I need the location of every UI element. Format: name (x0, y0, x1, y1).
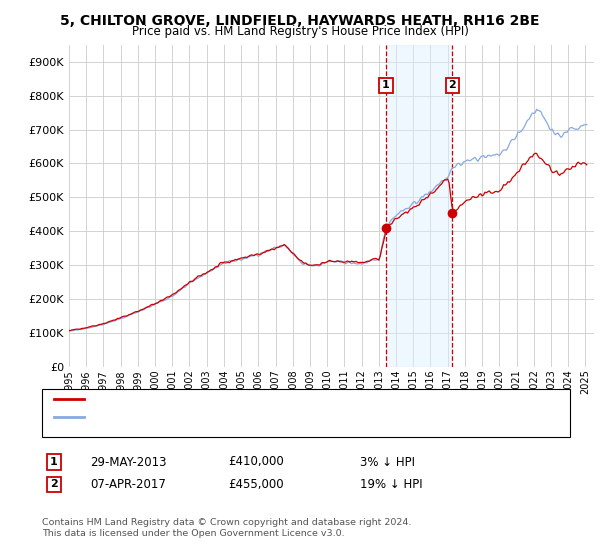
Text: 19% ↓ HPI: 19% ↓ HPI (360, 478, 422, 491)
Text: 1: 1 (382, 81, 390, 91)
Text: Price paid vs. HM Land Registry's House Price Index (HPI): Price paid vs. HM Land Registry's House … (131, 25, 469, 38)
Text: 29-MAY-2013: 29-MAY-2013 (90, 455, 167, 469)
Bar (386, 45, 452, 367)
Text: Contains HM Land Registry data © Crown copyright and database right 2024.: Contains HM Land Registry data © Crown c… (42, 519, 412, 528)
Text: HPI: Average price, detached house, Mid Sussex: HPI: Average price, detached house, Mid … (87, 412, 338, 422)
Text: 3% ↓ HPI: 3% ↓ HPI (360, 455, 415, 469)
Text: 2: 2 (50, 479, 58, 489)
Text: 5, CHILTON GROVE, LINDFIELD, HAYWARDS HEATH, RH16 2BE (detached house): 5, CHILTON GROVE, LINDFIELD, HAYWARDS HE… (87, 394, 502, 404)
Text: £410,000: £410,000 (228, 455, 284, 469)
Text: This data is licensed under the Open Government Licence v3.0.: This data is licensed under the Open Gov… (42, 530, 344, 539)
Text: 1: 1 (50, 457, 58, 467)
Text: 5, CHILTON GROVE, LINDFIELD, HAYWARDS HEATH, RH16 2BE: 5, CHILTON GROVE, LINDFIELD, HAYWARDS HE… (60, 14, 540, 28)
Text: 2: 2 (448, 81, 456, 91)
Text: 07-APR-2017: 07-APR-2017 (90, 478, 166, 491)
Text: £455,000: £455,000 (228, 478, 284, 491)
